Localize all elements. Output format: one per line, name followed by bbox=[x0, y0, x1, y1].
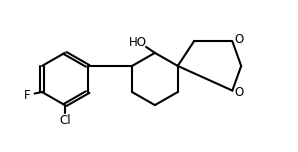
Text: O: O bbox=[234, 33, 243, 46]
Text: Cl: Cl bbox=[59, 114, 71, 126]
Text: HO: HO bbox=[129, 36, 147, 49]
Text: O: O bbox=[234, 86, 243, 99]
Text: F: F bbox=[24, 88, 31, 102]
